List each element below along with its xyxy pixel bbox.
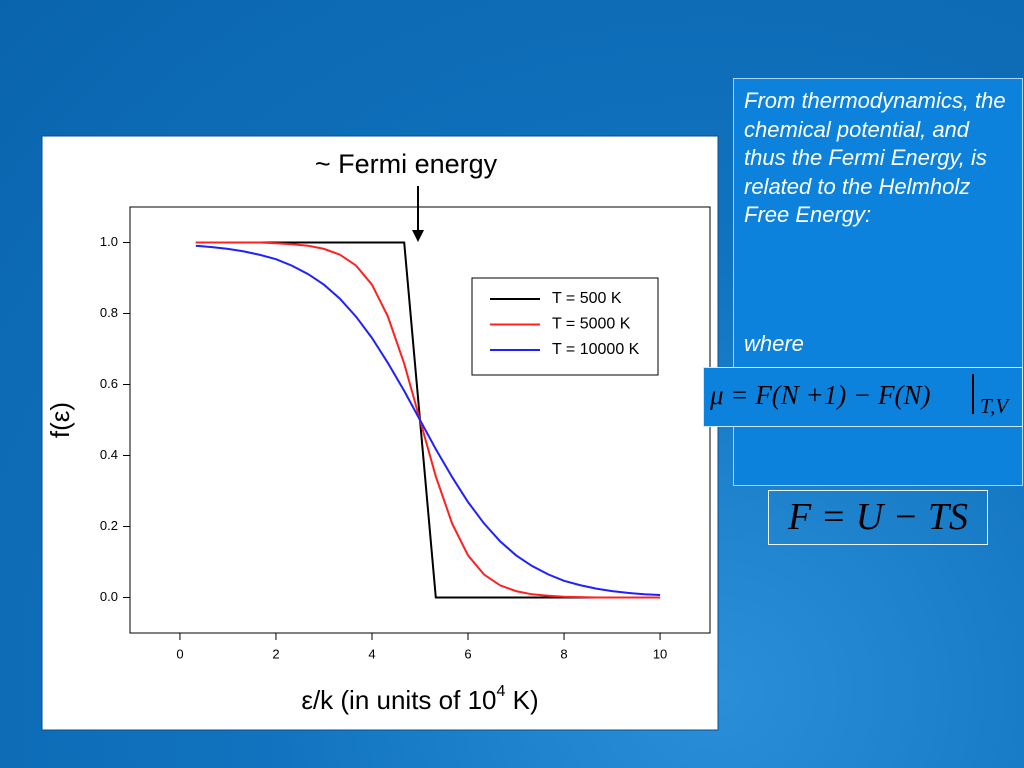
legend (471, 277, 659, 376)
body-text: From thermodynamics, the chemical potent… (744, 88, 1006, 227)
y-tick-label: 0.8 (100, 305, 118, 320)
y-tick-label: 0.6 (100, 376, 118, 391)
evaluation-bar (972, 374, 974, 414)
legend-label: T = 500 K (552, 290, 622, 307)
y-tick-label: 0.4 (100, 447, 118, 462)
x-axis-label-text: K) (505, 685, 538, 715)
x-tick-label: 2 (272, 646, 279, 661)
x-axis-label-text: ε/k (in units of 10 (301, 685, 496, 715)
legend-label: T = 10000 K (552, 341, 640, 358)
chart-panel (41, 135, 719, 731)
x-tick-label: 0 (176, 646, 183, 661)
equation-box: F = U − TS (768, 490, 988, 545)
x-tick-label: 10 (653, 646, 667, 661)
equation-subscript: T,V (980, 394, 1009, 418)
x-tick-label: 4 (368, 646, 375, 661)
equation: F = U − TS (787, 496, 969, 538)
series-line (195, 244, 661, 596)
x-tick-label: 8 (560, 646, 567, 661)
y-tick-label: 0.2 (100, 518, 118, 533)
annotation: ~ Fermi energy (315, 149, 498, 179)
y-tick-label: 1.0 (100, 234, 118, 249)
x-axis-label: ε/k (in units of 104 K) (301, 683, 538, 715)
equation-box: μ = F(N +1) − F(N) T,V (703, 367, 1023, 427)
y-tick-label: 0.0 (100, 589, 118, 604)
x-tick-label: 6 (464, 646, 471, 661)
annotation-arrowhead (412, 230, 424, 242)
where-text: where (744, 330, 804, 356)
equation: μ = F(N +1) − F(N) (710, 380, 931, 410)
x-axis-label-superscript: 4 (497, 683, 506, 700)
series-line (195, 241, 661, 599)
legend-label: T = 5000 K (552, 316, 631, 333)
y-axis-label: f(ε) (45, 402, 75, 438)
